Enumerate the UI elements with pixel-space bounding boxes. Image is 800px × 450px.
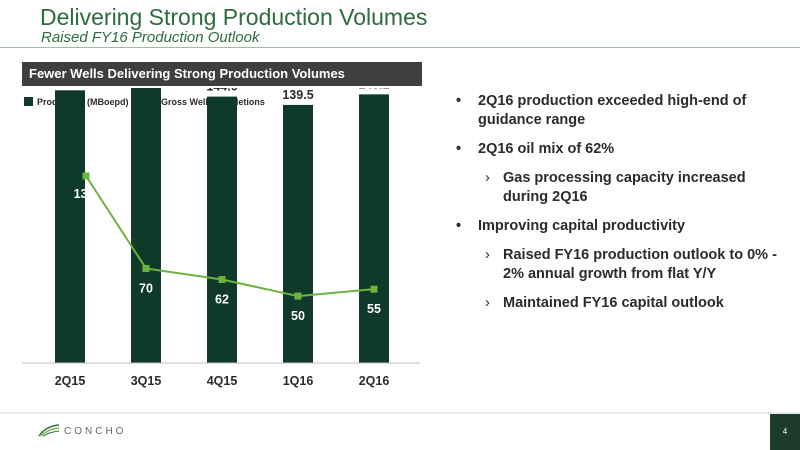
completions-point-4Q15 — [218, 276, 226, 283]
line-value-label: 50 — [291, 309, 305, 323]
bar-1Q16 — [283, 104, 313, 364]
bullet-item-1: • 2Q16 oil mix of 62% — [452, 140, 787, 159]
completions-point-2Q16 — [370, 285, 378, 293]
x-axis: 2Q15 3Q15 4Q15 1Q16 2Q16 — [22, 362, 420, 388]
legend-production-swatch — [24, 97, 33, 106]
footer-divider — [0, 412, 800, 414]
completions-point-3Q15 — [142, 264, 150, 272]
bar-3Q15 — [131, 88, 161, 364]
slide-title: Delivering Strong Production Volumes — [40, 4, 428, 30]
line-value-label: 55 — [367, 302, 381, 316]
bullet-list: • 2Q16 production exceeded high-end of gu… — [452, 92, 787, 323]
chart-header: Fewer Wells Delivering Strong Production… — [22, 62, 422, 86]
bullet-text: 2Q16 oil mix of 62% — [478, 141, 615, 157]
line-series — [82, 172, 378, 300]
completions-point-2Q15 — [82, 172, 90, 180]
bar-series — [55, 88, 389, 364]
page-number: 4 — [770, 414, 800, 450]
line-value-label: 70 — [139, 281, 153, 295]
x-tick-label: 2Q16 — [359, 374, 390, 388]
logo-text: CONCHO — [64, 425, 127, 437]
x-tick-label: 1Q16 — [283, 374, 314, 388]
line-value-label: 62 — [215, 293, 229, 307]
concho-leaf-icon — [38, 424, 60, 437]
bullet-marker: • — [456, 141, 462, 157]
x-tick-label: 4Q15 — [207, 374, 238, 388]
bar-value-label: 144.0 — [206, 88, 237, 94]
title-divider — [0, 47, 800, 48]
bar-value-label: 145.2 — [358, 88, 389, 91]
production-chart: Production (MBoepd)Gross Well Completion… — [22, 88, 420, 388]
bullet-text: Improving capital productivity — [478, 218, 686, 234]
bullet-text: Maintained FY16 capital outlook — [503, 295, 724, 311]
line-value-label: 137 — [74, 187, 95, 201]
sub-bullet-item-4: › Raised FY16 production outlook to 0% - … — [452, 246, 787, 284]
slide-subtitle: Raised FY16 Production Outlook — [41, 29, 260, 46]
sub-bullet-item-2: › Gas processing capacity increased durin… — [452, 169, 787, 207]
sub-bullet-marker: › — [485, 295, 490, 311]
company-logo: CONCHO — [38, 424, 126, 438]
bullet-marker: • — [456, 93, 462, 109]
bullet-text: Raised FY16 production outlook to 0% - 2… — [503, 247, 777, 282]
sub-bullet-marker: › — [485, 247, 490, 263]
completions-point-1Q16 — [294, 292, 302, 300]
bullet-text: 2Q16 production exceeded high-end of gui… — [478, 93, 747, 128]
bar-2Q16 — [359, 94, 389, 363]
x-tick-label: 2Q15 — [55, 374, 86, 388]
x-tick-label: 3Q15 — [131, 374, 162, 388]
bar-4Q15 — [207, 96, 237, 363]
bullet-item-3: • Improving capital productivity — [452, 217, 787, 236]
sub-bullet-marker: › — [485, 170, 490, 186]
bullet-text: Gas processing capacity increased during… — [503, 170, 746, 205]
bar-2Q15 — [55, 90, 85, 363]
data-labels: 147.4149.3144.0139.5145.213770625055 — [74, 88, 390, 323]
sub-bullet-item-5: › Maintained FY16 capital outlook — [452, 294, 787, 313]
bullet-marker: • — [456, 218, 462, 234]
bar-value-label: 139.5 — [282, 88, 313, 102]
bullet-item-0: • 2Q16 production exceeded high-end of gu… — [452, 92, 787, 130]
